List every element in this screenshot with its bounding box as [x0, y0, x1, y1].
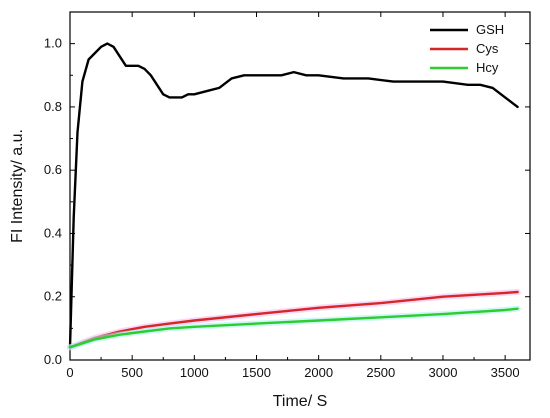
legend: GSH Cys Hcy [430, 22, 504, 75]
axes-group: 0 500 1000 1500 2000 2500 3000 3500 0.0 0.2 0.4 0.6… [44, 11, 530, 380]
series-group [67, 42, 521, 351]
y-tick-label: 0.0 [44, 352, 62, 367]
x-tick-label: 2500 [366, 365, 395, 380]
y-tick-label: 1.0 [44, 36, 62, 51]
x-tick-label: 500 [121, 365, 143, 380]
series-line-gsh [68, 42, 519, 349]
x-tick-label: 2000 [304, 365, 333, 380]
x-tick-label: 1500 [242, 365, 271, 380]
x-tick-label: 1000 [180, 365, 209, 380]
legend-label-cys: Cys [476, 41, 499, 56]
y-tick-label: 0.4 [44, 225, 62, 240]
legend-label-gsh: GSH [476, 22, 504, 37]
x-tick-label: 3000 [429, 365, 458, 380]
y-axis-label: FI Intensity/ a.u. [9, 129, 26, 243]
y-tick-label: 0.2 [44, 289, 62, 304]
x-axis-label: Time/ S [273, 393, 328, 410]
y-tick-label: 0.6 [44, 162, 62, 177]
series-line-hcy [68, 307, 519, 349]
legend-label-hcy: Hcy [476, 60, 499, 75]
x-tick-label: 3500 [491, 365, 520, 380]
y-tick-label: 0.8 [44, 99, 62, 114]
plot-area [69, 11, 531, 361]
plot-frame [69, 11, 531, 361]
x-tick-label: 0 [66, 365, 73, 380]
